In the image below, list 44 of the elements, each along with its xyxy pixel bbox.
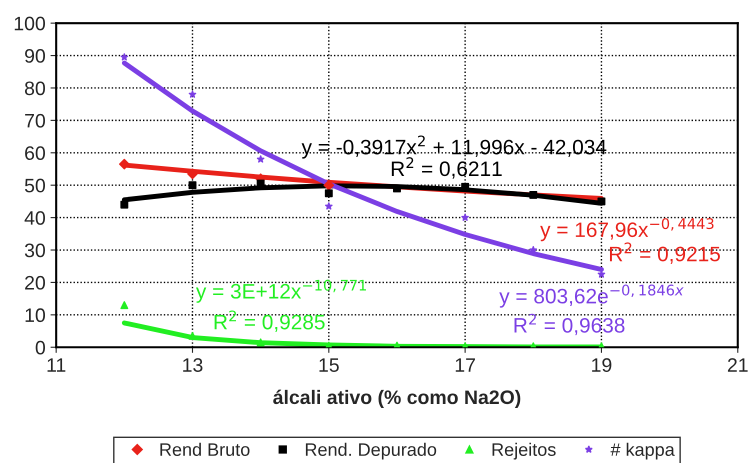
y-tick-label: 70 bbox=[25, 114, 45, 128]
y-tick-label: 0 bbox=[36, 340, 45, 354]
x-tick-label: 19 bbox=[592, 358, 612, 372]
point bbox=[120, 301, 128, 310]
x-axis-title: álcali ativo (% como Na2O) bbox=[273, 390, 520, 408]
annotation: R$^{2}$ = 0,9285 bbox=[214, 310, 325, 332]
y-tick-label: 80 bbox=[24, 81, 45, 96]
y-tick-label: 60 bbox=[25, 146, 45, 160]
x-tick-label: 21 bbox=[728, 358, 748, 372]
x-tick-label: 17 bbox=[456, 358, 475, 372]
legend-label: Rend. Depurado bbox=[306, 442, 436, 460]
y-tick-label: 30 bbox=[24, 243, 45, 258]
point bbox=[188, 90, 196, 98]
y-tick-label: 100 bbox=[14, 16, 45, 30]
point bbox=[461, 214, 469, 221]
point bbox=[324, 189, 333, 198]
legend-label: Rejeitos bbox=[492, 442, 556, 460]
point bbox=[120, 200, 128, 209]
point bbox=[529, 190, 538, 199]
y-tick-label: 40 bbox=[24, 211, 45, 225]
annotation: y = 167,96x$^{−0,4443}$ bbox=[540, 218, 714, 242]
y-tick-label: 10 bbox=[26, 308, 45, 322]
point bbox=[187, 168, 198, 180]
point bbox=[325, 202, 333, 210]
annotation: y = 3E+12x$^{−10,771}$ bbox=[196, 280, 366, 303]
point bbox=[597, 197, 606, 206]
point bbox=[119, 158, 130, 170]
x-tick-label: 11 bbox=[48, 358, 66, 372]
annotation: R$^{2}$ = 0,9215 bbox=[610, 242, 720, 264]
annotation: y = 803,62e$^{−0,1846x}$ bbox=[499, 284, 684, 308]
point bbox=[188, 181, 196, 190]
annotation: R$^{2}$ = 0,6211 bbox=[392, 157, 502, 179]
point bbox=[324, 180, 334, 190]
point bbox=[256, 155, 264, 163]
point bbox=[256, 338, 265, 346]
y-tick-label: 90 bbox=[25, 49, 45, 63]
y-tick-label: 20 bbox=[25, 276, 45, 290]
legend-label: Rend Bruto bbox=[160, 442, 250, 456]
x-tick-label: 13 bbox=[183, 358, 202, 372]
y-tick-label: 50 bbox=[24, 178, 45, 192]
point bbox=[120, 53, 128, 61]
x-tick-label: 15 bbox=[319, 358, 339, 372]
legend-label: # kappa bbox=[610, 442, 675, 460]
annotation: R$^{2}$ = 0,9638 bbox=[514, 314, 624, 336]
